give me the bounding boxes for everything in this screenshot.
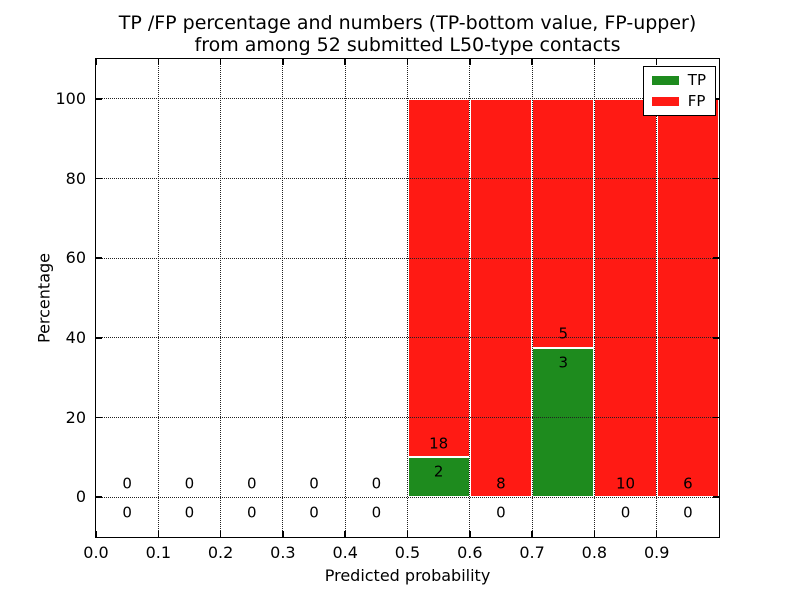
- y-tick-mark: [96, 257, 102, 259]
- x-gridline: [220, 59, 222, 537]
- fp-legend-swatch: [651, 97, 679, 106]
- x-tick-mark-top: [655, 59, 658, 65]
- tp-count-annotation: 0: [246, 503, 257, 522]
- x-tick-mark-top: [593, 59, 596, 65]
- plot-area: TP FP 0 0 0 0 0 0 0 0 0 0 18 2 8 0 5 3 10 0 6 0: [95, 58, 720, 538]
- fp-count-annotation: 5: [558, 324, 569, 343]
- x-gridline: [593, 59, 595, 537]
- legend-entry-tp: TP: [651, 71, 706, 89]
- x-tick-mark-top: [344, 59, 346, 65]
- fp-bar: [532, 98, 595, 348]
- x-tick-mark-top: [95, 59, 97, 65]
- x-tick-label: 0.4: [332, 543, 358, 562]
- x-tick-label: 0.6: [457, 543, 483, 562]
- y-tick-mark-right: [713, 98, 719, 100]
- tp-count-annotation: 0: [496, 503, 506, 522]
- x-gridline: [157, 59, 159, 537]
- y-tick-label: 80: [65, 168, 86, 188]
- y-tick-mark: [96, 416, 102, 419]
- x-axis-label: Predicted probability: [324, 566, 491, 585]
- y-tick-label: 0: [75, 487, 86, 507]
- x-tick-mark: [157, 531, 160, 537]
- y-tick-label: 40: [65, 327, 86, 347]
- fp-count-annotation: 0: [371, 474, 382, 493]
- y-tick-mark: [96, 496, 102, 498]
- tp-legend-label: TP: [687, 71, 706, 89]
- x-tick-label: 0.8: [581, 543, 608, 562]
- fp-bar: [656, 98, 719, 498]
- fp-count-annotation: 8: [496, 474, 506, 493]
- fp-bar: [594, 98, 657, 498]
- x-tick-label: 0.7: [519, 543, 545, 562]
- x-tick-mark: [406, 531, 409, 537]
- tp-count-annotation: 0: [620, 503, 631, 522]
- y-tick-mark: [96, 177, 102, 180]
- y-tick-mark-right: [713, 496, 719, 498]
- x-tick-mark: [531, 531, 533, 537]
- tp-count-annotation: 0: [309, 503, 319, 522]
- y-tick-mark-right: [713, 177, 719, 180]
- legend: TP FP: [642, 66, 716, 116]
- tp-count-annotation: 0: [371, 503, 382, 522]
- y-tick-mark-right: [713, 337, 719, 339]
- fp-count-annotation: 0: [309, 474, 319, 493]
- x-gridline: [282, 59, 284, 537]
- y-tick-label: 100: [55, 88, 86, 108]
- tp-count-annotation: 0: [683, 503, 693, 522]
- y-tick-mark-right: [713, 416, 719, 419]
- fp-legend-label: FP: [687, 92, 706, 110]
- x-gridline: [469, 59, 471, 537]
- x-tick-mark: [469, 531, 471, 537]
- legend-entry-fp: FP: [651, 92, 706, 110]
- fp-bar: [407, 98, 470, 458]
- chart-title-line1: TP /FP percentage and numbers (TP-bottom…: [118, 12, 697, 34]
- x-tick-label: 0.3: [270, 543, 296, 562]
- y-tick-mark: [96, 337, 102, 339]
- tp-count-annotation: 2: [433, 462, 444, 481]
- x-tick-label: 0.0: [83, 543, 109, 562]
- y-tick-label: 60: [65, 248, 86, 268]
- chart-title: TP /FP percentage and numbers (TP-bottom…: [96, 12, 719, 56]
- tp-count-annotation: 0: [184, 503, 195, 522]
- fp-count-annotation: 0: [122, 474, 132, 493]
- x-tick-mark: [655, 531, 658, 537]
- tp-legend-swatch: [651, 76, 679, 85]
- x-tick-mark: [344, 531, 346, 537]
- x-gridline: [531, 59, 533, 537]
- x-tick-label: 0.1: [145, 543, 172, 562]
- x-tick-mark-top: [219, 59, 222, 65]
- x-tick-mark: [593, 531, 596, 537]
- x-tick-mark: [95, 531, 97, 537]
- x-gridline: [344, 59, 346, 537]
- x-gridline: [407, 59, 408, 537]
- x-tick-mark-top: [406, 59, 409, 65]
- x-tick-mark-top: [282, 59, 284, 65]
- tp-bar: [407, 457, 470, 498]
- x-tick-label: 0.5: [394, 543, 421, 562]
- tp-count-annotation: 0: [122, 503, 132, 522]
- x-tick-mark: [282, 531, 284, 537]
- fp-count-annotation: 0: [246, 474, 257, 493]
- fp-count-annotation: 6: [683, 474, 693, 493]
- x-tick-mark: [219, 531, 222, 537]
- fp-count-annotation: 0: [184, 474, 195, 493]
- x-gridline: [656, 59, 658, 537]
- fp-count-annotation: 10: [616, 474, 636, 493]
- x-tick-label: 0.9: [643, 543, 670, 562]
- tp-bar: [532, 347, 595, 498]
- x-tick-label: 0.2: [207, 543, 234, 562]
- fp-count-annotation: 18: [429, 434, 449, 453]
- y-tick-label: 20: [65, 407, 86, 427]
- fp-bar: [469, 98, 533, 498]
- chart-title-line2: from among 52 submitted L50-type contact…: [194, 34, 621, 56]
- tp-count-annotation: 3: [558, 353, 569, 372]
- x-tick-mark-top: [157, 59, 160, 65]
- y-tick-mark: [96, 98, 102, 100]
- x-tick-mark-top: [531, 59, 533, 65]
- y-tick-mark-right: [713, 257, 719, 259]
- x-tick-mark-top: [469, 59, 471, 65]
